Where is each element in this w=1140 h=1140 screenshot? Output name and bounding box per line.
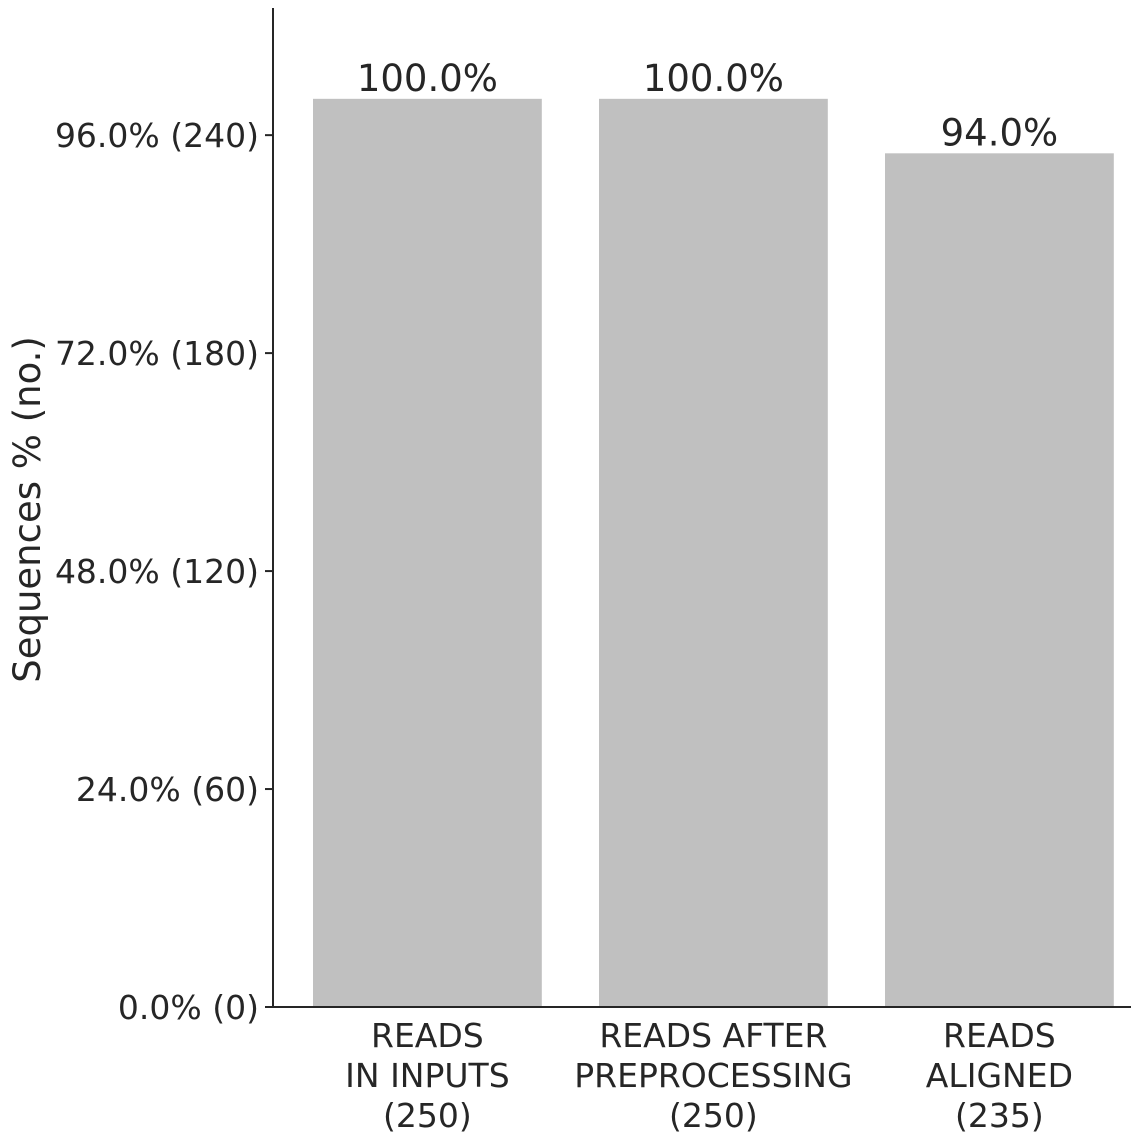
y-tick-label: 24.0% (60): [76, 770, 259, 809]
axes-layer: [272, 8, 1131, 1008]
category-label-line: PREPROCESSING: [574, 1056, 852, 1095]
bar: [599, 98, 828, 1008]
y-axis-title: Sequences % (no.): [6, 336, 49, 683]
y-tick-label: 96.0% (240): [55, 116, 259, 155]
category-label-line: READS: [943, 1016, 1056, 1055]
y-tick-label: 0.0% (0): [118, 988, 259, 1027]
bar-value-label: 100.0%: [643, 57, 784, 100]
category-label-line: (235): [955, 1096, 1044, 1135]
category-label-line: READS: [371, 1016, 484, 1055]
bar: [885, 153, 1114, 1008]
category-label-line: (250): [669, 1096, 758, 1135]
y-tick-label: 72.0% (180): [55, 334, 259, 373]
category-label-line: IN INPUTS: [345, 1056, 509, 1095]
bar: [313, 98, 542, 1008]
category-label-line: ALIGNED: [926, 1056, 1073, 1095]
bar-value-labels-layer: 100.0% 100.0% 94.0%: [357, 57, 1058, 154]
category-label-line: (250): [383, 1096, 472, 1135]
bar-value-label: 94.0%: [941, 111, 1059, 154]
bars-layer: [313, 98, 1114, 1008]
y-tick-label: 48.0% (120): [55, 552, 259, 591]
y-ticks-layer: 0.0% (0) 24.0% (60) 48.0% (120) 72.0% (180)…: [55, 116, 273, 1027]
category-label-line: READS AFTER: [599, 1016, 827, 1055]
bar-value-label: 100.0%: [357, 57, 498, 100]
